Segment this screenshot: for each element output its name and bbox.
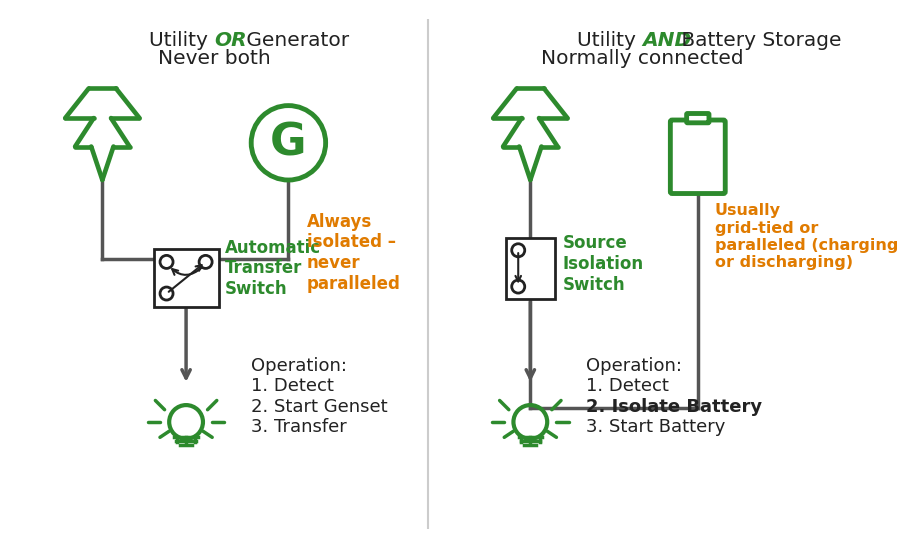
Text: Source
Isolation
Switch: Source Isolation Switch [562,234,643,294]
Circle shape [511,280,524,293]
Text: Always
isolated –
never
paralleled: Always isolated – never paralleled [307,213,401,293]
Text: Normally connected: Normally connected [540,49,743,68]
Text: 1. Detect: 1. Detect [251,377,334,395]
FancyBboxPatch shape [505,238,554,299]
Text: 2. Start Genset: 2. Start Genset [251,398,388,416]
Text: Utility: Utility [576,31,641,50]
Text: Operation:: Operation: [585,357,681,375]
FancyBboxPatch shape [686,113,709,123]
Text: G: G [270,121,306,164]
Text: Operation:: Operation: [251,357,346,375]
Text: Never both: Never both [157,49,270,68]
Text: 3. Start Battery: 3. Start Battery [585,418,725,436]
Circle shape [199,255,212,269]
Circle shape [160,255,173,269]
Text: Battery Storage: Battery Storage [675,31,841,50]
Text: 3. Transfer: 3. Transfer [251,418,346,436]
FancyBboxPatch shape [153,249,219,306]
Circle shape [160,287,173,300]
Text: Utility: Utility [149,31,214,50]
Text: Automatic
Transfer
Switch: Automatic Transfer Switch [225,238,321,298]
Text: 2. Isolate Battery: 2. Isolate Battery [585,398,762,416]
Text: OR: OR [214,31,246,50]
Text: Generator: Generator [240,31,349,50]
Text: AND: AND [641,31,690,50]
Circle shape [511,244,524,257]
Text: 1. Detect: 1. Detect [585,377,668,395]
FancyBboxPatch shape [670,120,724,193]
Text: Usually
grid-tied or
paralleled (charging
or discharging): Usually grid-tied or paralleled (chargin… [714,203,897,271]
